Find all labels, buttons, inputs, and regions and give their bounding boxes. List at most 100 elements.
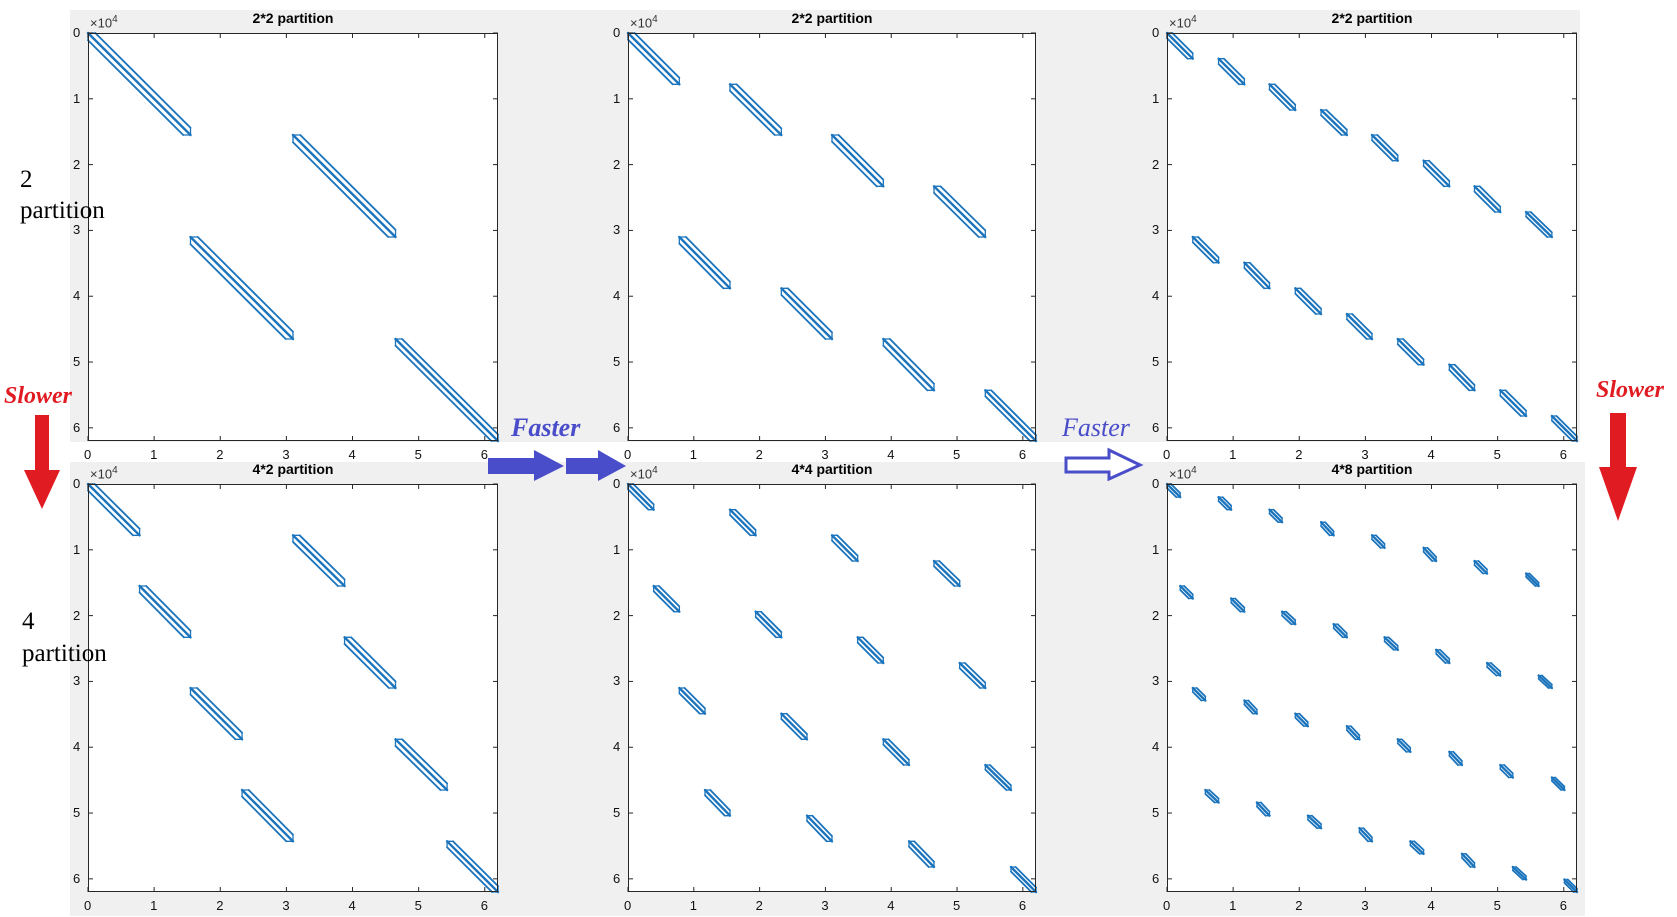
x-tick-label: 0 (84, 447, 92, 462)
block-outline (1435, 649, 1451, 664)
block-band (1306, 814, 1323, 830)
exponent-power: 4 (1191, 465, 1197, 476)
plot-title: 2*2 partition (1331, 10, 1413, 26)
nonzero-block (1217, 57, 1246, 86)
block-band (240, 788, 295, 843)
y-tick-label: 4 (73, 288, 81, 304)
faster-arrow-solid-2-icon (566, 450, 626, 481)
slower-arrow-right-icon (1599, 413, 1637, 521)
x-tick-label: 3 (821, 447, 829, 462)
spy-plot-area (86, 31, 500, 443)
block-outline (1320, 521, 1335, 536)
x-tick-label: 1 (1229, 447, 1237, 462)
y-tick-label: 4 (1152, 288, 1160, 304)
block-outline (1486, 662, 1501, 677)
spy-plot-area (626, 31, 1038, 443)
block-band (984, 763, 1013, 792)
spy-plot-1: 2*2 partition 0 1 2 3 4 5 6 0 1 2 3 4 5 6 ×104 (73, 10, 500, 462)
y-tick-label: 4 (613, 288, 621, 304)
nonzero-block (1345, 312, 1374, 341)
block-outline (678, 687, 706, 715)
block-band (1511, 865, 1528, 881)
block-band (1524, 572, 1540, 588)
block-outline (1383, 636, 1399, 651)
block-band (780, 287, 834, 341)
y-tick-label: 5 (1152, 805, 1160, 821)
y-tick-label: 3 (73, 222, 81, 238)
block-band (1370, 133, 1399, 162)
axes-background (1167, 484, 1577, 892)
y-tick-label: 5 (73, 805, 81, 821)
block-outline (1512, 866, 1527, 881)
nonzero-block (1332, 622, 1349, 639)
x-tick-label: 1 (689, 447, 698, 462)
x-tick-label: 4 (348, 447, 356, 462)
y-tick-label: 1 (613, 541, 621, 557)
exponent-base: ×10 (1169, 15, 1192, 31)
block-band (1370, 534, 1386, 550)
block-outline (1499, 389, 1527, 417)
block-band (1396, 337, 1425, 366)
axes-frame (1167, 33, 1577, 441)
block-band (1191, 235, 1220, 264)
block-outline (1217, 496, 1232, 511)
y-tick-label: 3 (613, 673, 621, 689)
y-tick-label: 6 (73, 870, 81, 886)
block-outline (1179, 585, 1194, 600)
block-band (1537, 674, 1554, 690)
spy-plot-4: 4*2 partition 0 1 2 3 4 5 6 0 1 2 3 4 5 6 ×104 (73, 461, 500, 913)
block-band (728, 508, 757, 537)
x-tick-label: 1 (150, 898, 158, 913)
block-band (830, 534, 859, 563)
y-tick-label: 1 (1152, 90, 1160, 106)
block-band (86, 31, 192, 137)
block-band (1563, 878, 1579, 894)
exponent-base: ×10 (630, 466, 653, 482)
y-tick-label: 0 (1152, 476, 1160, 491)
nonzero-block (984, 763, 1013, 792)
exponent-base: ×10 (630, 15, 653, 31)
x-tick-label: 3 (821, 898, 829, 913)
exponent-base: ×10 (90, 466, 113, 482)
block-outline (1461, 853, 1476, 868)
block-band (1294, 287, 1323, 316)
row-label-bottom-word: partition (22, 640, 107, 667)
block-outline (678, 236, 731, 289)
block-band (1217, 57, 1246, 86)
spy-plot-5: 4*4 partition 0 1 2 3 4 5 6 0 1 2 3 4 5 6 ×104 (613, 461, 1038, 913)
plot-title: 4*4 partition (791, 461, 873, 477)
block-band (1319, 520, 1335, 537)
nonzero-block (728, 83, 783, 137)
plot-title: 4*8 partition (1331, 461, 1413, 477)
y-tick-label: 6 (1152, 419, 1160, 435)
block-outline (653, 585, 680, 613)
block-band (1243, 699, 1259, 715)
block-band (189, 686, 244, 741)
block-band (626, 31, 681, 86)
axes-background (1167, 33, 1577, 441)
x-tick-label: 6 (480, 898, 488, 913)
y-tick-label: 3 (613, 222, 621, 238)
nonzero-block (882, 337, 936, 392)
block-outline (1332, 623, 1348, 638)
nonzero-block (1383, 636, 1399, 652)
block-outline (831, 534, 859, 562)
y-tick-label: 0 (73, 476, 81, 491)
block-outline (857, 636, 884, 664)
block-band (1473, 559, 1489, 575)
axis-exponent-label: ×104 (1169, 14, 1197, 30)
y-tick-label: 1 (613, 90, 621, 106)
block-outline (1499, 764, 1514, 779)
y-tick-label: 6 (613, 419, 621, 435)
block-band (932, 185, 987, 239)
nonzero-block (882, 738, 911, 767)
nonzero-block (1396, 738, 1412, 754)
block-band (882, 337, 936, 392)
x-tick-label: 4 (348, 898, 356, 913)
block-band (1448, 363, 1476, 392)
x-tick-label: 5 (1493, 898, 1501, 913)
nonzero-block (1434, 648, 1451, 665)
x-tick-label: 0 (624, 447, 632, 462)
block-band (678, 686, 707, 715)
x-tick-label: 0 (1163, 898, 1171, 913)
